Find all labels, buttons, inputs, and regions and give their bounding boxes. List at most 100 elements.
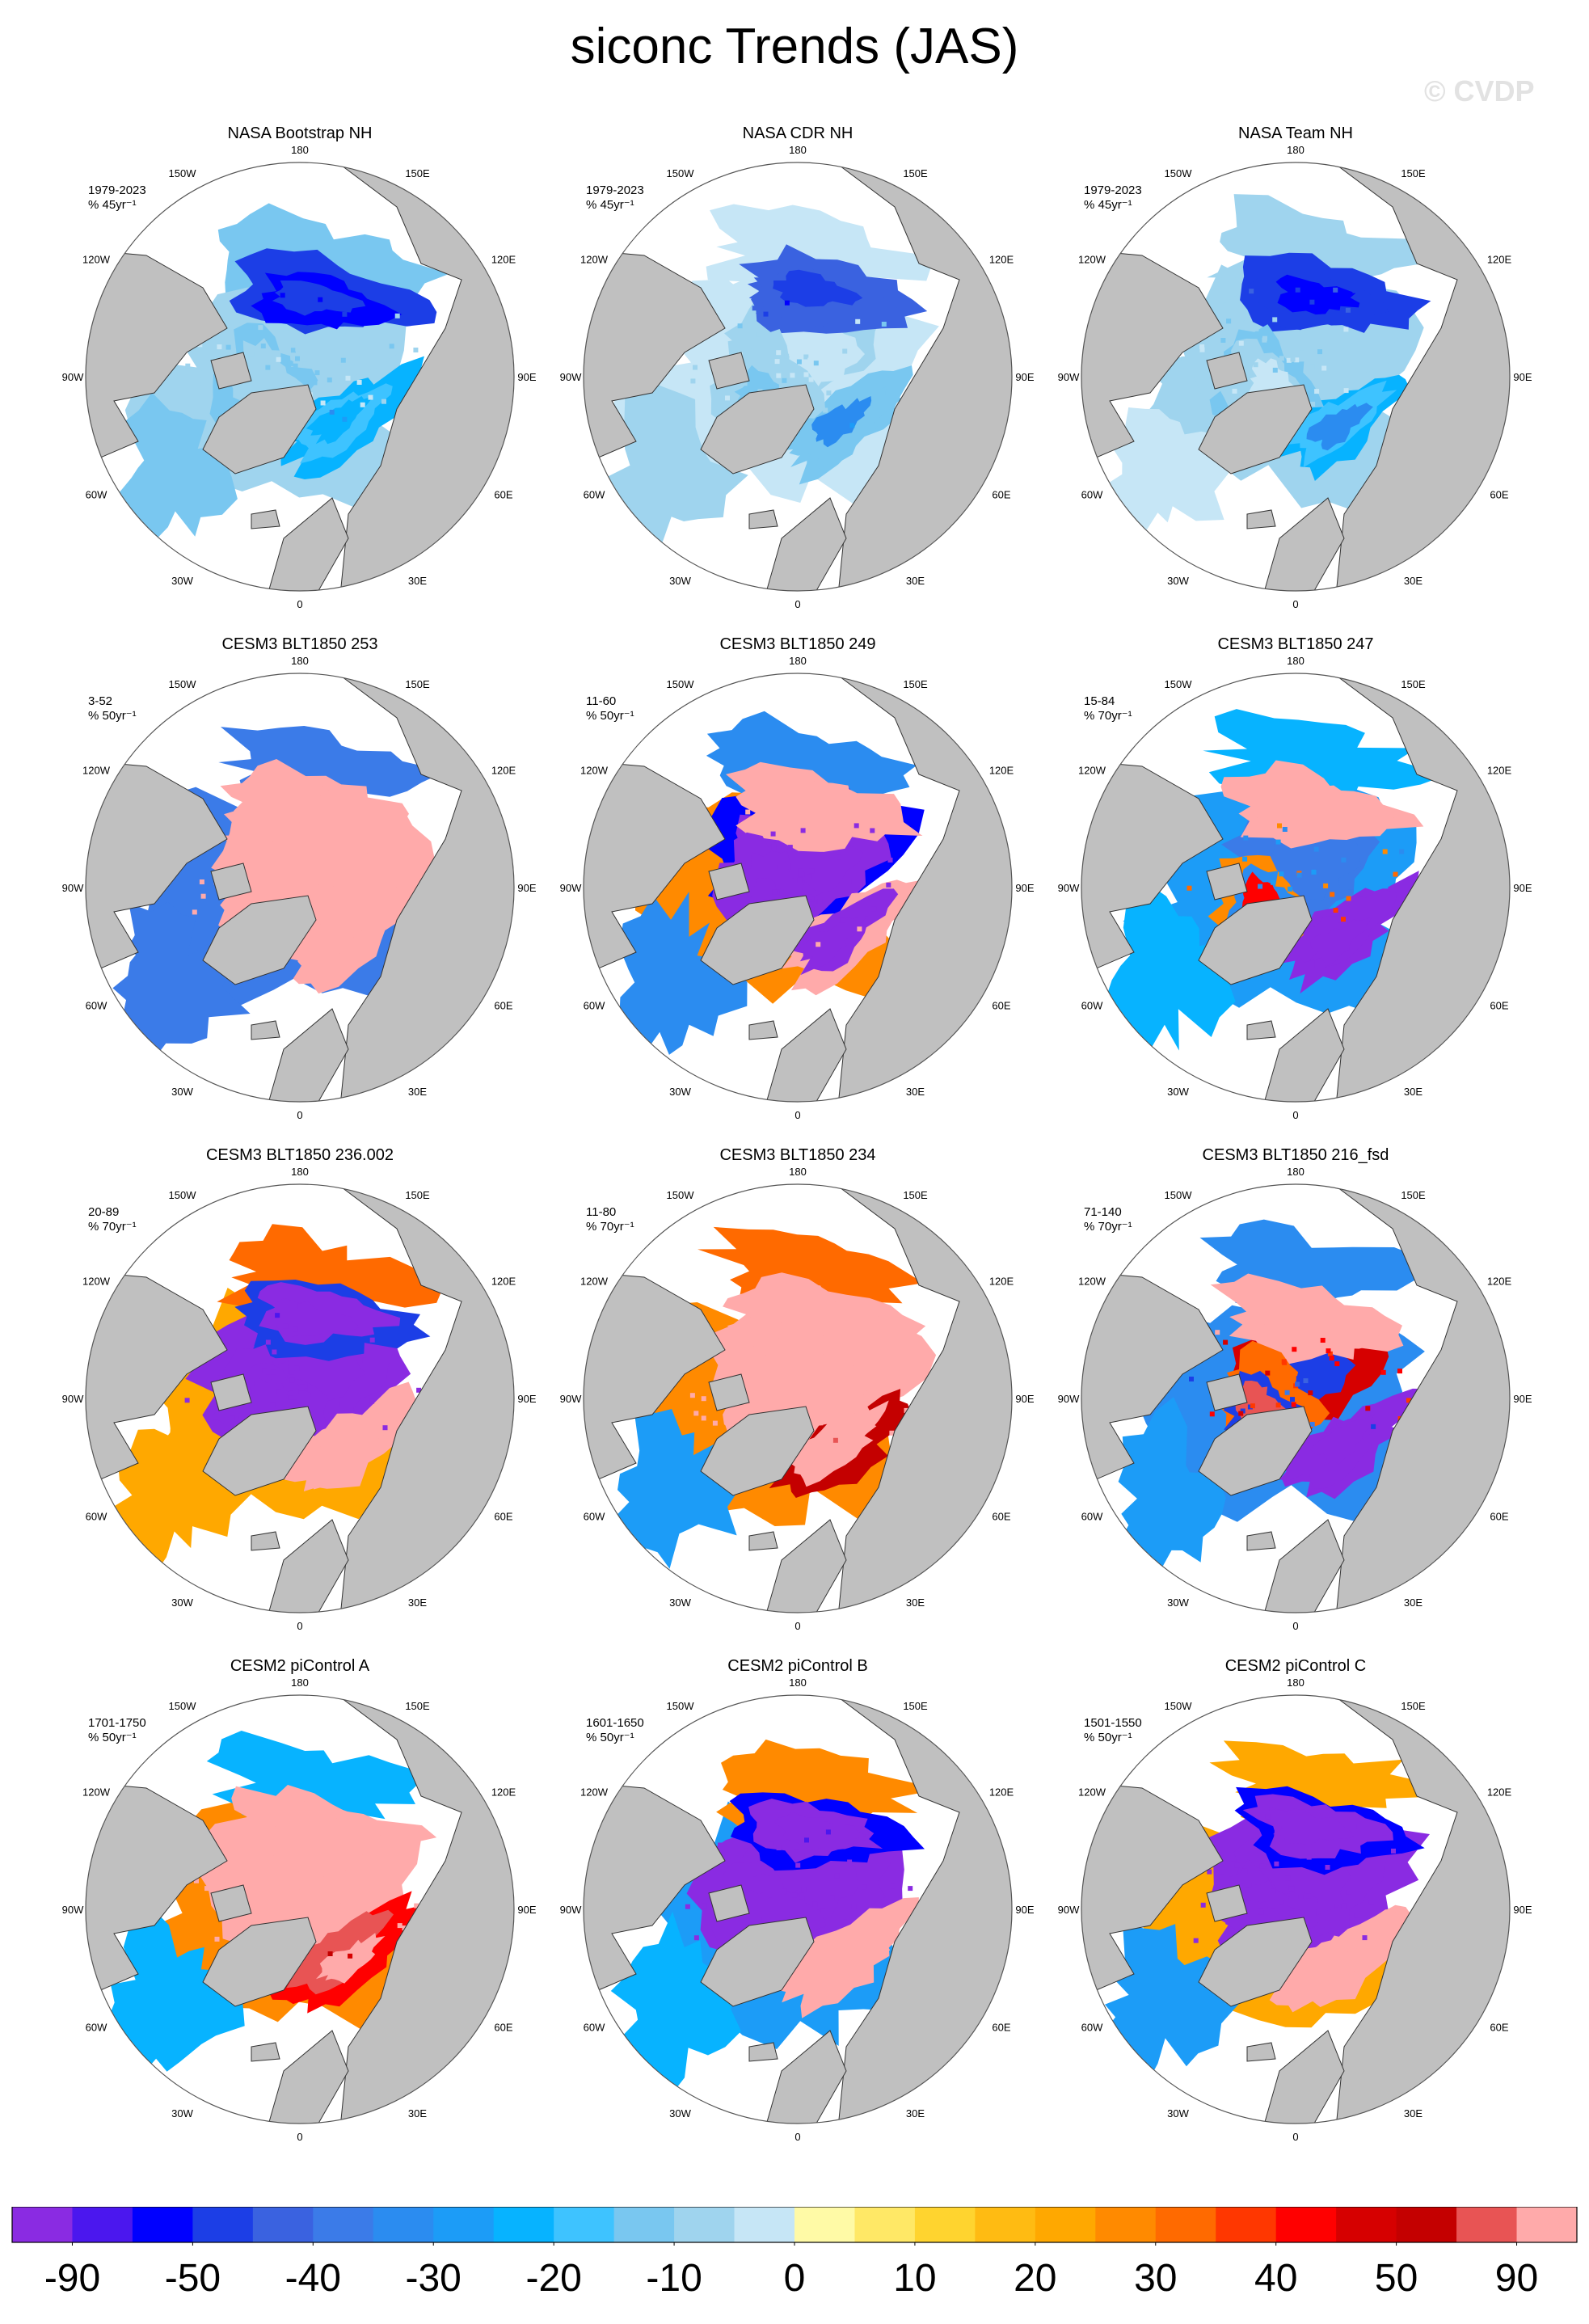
ice-trend-cell bbox=[887, 858, 893, 863]
land-polygon bbox=[1198, 1917, 1313, 2007]
longitude-label: 90E bbox=[1513, 371, 1532, 383]
longitude-label: 60W bbox=[1081, 1511, 1103, 1523]
ice-trend-cell bbox=[1283, 894, 1288, 900]
ice-trend-cell bbox=[1238, 340, 1244, 346]
ice-trend-cell bbox=[329, 409, 335, 415]
longitude-label: 60W bbox=[86, 1000, 107, 1012]
ice-trend-cell bbox=[1311, 1323, 1317, 1328]
longitude-label: 90E bbox=[1513, 1393, 1532, 1405]
ice-trend-cell bbox=[265, 1369, 271, 1375]
longitude-label: 120W bbox=[1078, 1276, 1106, 1288]
longitude-label: 120E bbox=[1487, 1276, 1512, 1288]
ice-trend-cell bbox=[797, 877, 803, 883]
colorbar-tick-label: -20 bbox=[526, 2257, 582, 2300]
ice-trend-cell bbox=[807, 874, 812, 879]
ice-trend-cell bbox=[1383, 884, 1389, 889]
ice-trend-cell bbox=[1237, 1824, 1243, 1830]
ice-trend-cell bbox=[1296, 872, 1302, 878]
ice-trend-cell bbox=[832, 1437, 838, 1443]
longitude-label: 120W bbox=[580, 765, 609, 777]
ice-trend-cell bbox=[782, 377, 787, 383]
ice-trend-cell bbox=[813, 1363, 819, 1369]
longitude-label: 150W bbox=[1165, 678, 1193, 690]
ice-trend-cell bbox=[1271, 1888, 1276, 1894]
ice-trend-cell bbox=[1290, 1397, 1295, 1402]
ice-trend-cell bbox=[1303, 822, 1309, 828]
ice-trend-cell bbox=[1242, 856, 1248, 862]
ice-trend-cell bbox=[294, 1365, 300, 1371]
ice-trend-cell bbox=[1346, 1889, 1351, 1895]
ice-trend-cell bbox=[773, 1335, 779, 1340]
ice-trend-cell bbox=[1346, 896, 1351, 901]
land-polygon bbox=[1262, 1519, 1345, 1613]
ice-trend-cell bbox=[1333, 908, 1338, 913]
ice-trend-cell bbox=[790, 304, 796, 310]
panel-units: % 70yr⁻¹ bbox=[1084, 709, 1132, 723]
ice-trend-cell bbox=[777, 1369, 782, 1374]
ice-trend-cell bbox=[836, 871, 841, 876]
longitude-label: 60E bbox=[494, 1000, 512, 1012]
longitude-label: 60E bbox=[494, 2022, 512, 2034]
longitude-label: 90W bbox=[1058, 371, 1080, 383]
colorbar-tick-label: -40 bbox=[285, 2257, 341, 2300]
ice-trend-cell bbox=[1382, 849, 1388, 854]
ice-trend-cell bbox=[1334, 1361, 1340, 1367]
colorbar-tick-label: -10 bbox=[646, 2257, 702, 2300]
ice-trend-cell bbox=[1258, 1908, 1263, 1913]
ice-trend-cell bbox=[225, 835, 230, 841]
ice-trend-cell bbox=[850, 1423, 856, 1428]
longitude-label: 90E bbox=[517, 1393, 536, 1405]
ice-trend-cell bbox=[765, 378, 771, 384]
ice-trend-cell bbox=[305, 863, 310, 868]
polar-map-panel: NASA Bootstrap NH 1979-2023% 45yr⁻¹ 180 150… bbox=[62, 124, 537, 610]
ice-trend-cell bbox=[336, 1432, 342, 1437]
ice-trend-cell bbox=[857, 926, 862, 932]
land-polygon bbox=[1246, 1531, 1276, 1551]
panel-units: % 45yr⁻¹ bbox=[88, 198, 137, 212]
longitude-label: 150W bbox=[169, 167, 197, 179]
colorbar-swatch bbox=[914, 2207, 976, 2242]
longitude-label: 30E bbox=[906, 575, 925, 587]
land-polygon bbox=[267, 497, 349, 591]
ice-trend-cell bbox=[1273, 1305, 1279, 1311]
polar-map-panel: CESM2 piControl A 1701-1750% 50yr⁻¹ 180 150… bbox=[62, 1657, 537, 2143]
ice-trend-cell bbox=[702, 1903, 707, 1909]
ice-trend-cell bbox=[251, 878, 257, 884]
longitude-label: 30E bbox=[408, 2107, 427, 2119]
ice-trend-cell bbox=[285, 875, 291, 880]
ice-trend-cell bbox=[313, 1921, 318, 1927]
longitude-label: 30E bbox=[1404, 1086, 1423, 1098]
ice-trend-cell bbox=[249, 1343, 255, 1348]
ice-trend-cell bbox=[342, 311, 348, 317]
ice-trend-region bbox=[1309, 917, 1373, 968]
land-polygon bbox=[765, 497, 847, 591]
ice-trend-cell bbox=[1242, 1868, 1248, 1874]
ice-trend-cell bbox=[1272, 367, 1278, 373]
ice-trend-cell bbox=[1223, 1339, 1229, 1345]
longitude-label: 90W bbox=[560, 371, 582, 383]
ice-trend-cell bbox=[762, 894, 768, 900]
ice-trend-cell bbox=[800, 1390, 806, 1396]
ice-trend-cell bbox=[1368, 1900, 1374, 1905]
ice-trend-cell bbox=[402, 1925, 407, 1931]
longitude-label: 150E bbox=[1401, 167, 1426, 179]
land-polygon bbox=[267, 1519, 349, 1613]
ice-trend-cell bbox=[783, 1383, 789, 1389]
ice-trend-cell bbox=[723, 407, 728, 411]
ice-trend-cell bbox=[1234, 1862, 1240, 1868]
ice-trend-cell bbox=[1391, 1848, 1396, 1854]
land-polygon bbox=[765, 1519, 847, 1613]
ice-trend-cell bbox=[1316, 1818, 1321, 1824]
ice-trend-region bbox=[274, 1909, 394, 1995]
ice-trend-cell bbox=[1354, 1913, 1359, 1918]
ice-trend-cell bbox=[1281, 1359, 1287, 1364]
panel-units: % 50yr⁻¹ bbox=[88, 1731, 137, 1744]
ice-trend-cell bbox=[375, 1830, 381, 1836]
longitude-label: 60E bbox=[494, 1511, 512, 1523]
longitude-label: 120W bbox=[580, 1276, 609, 1288]
ice-trend-cell bbox=[803, 354, 809, 360]
panel-title: CESM2 piControl B bbox=[727, 1657, 867, 1675]
ice-trend-cell bbox=[1313, 846, 1319, 852]
ice-trend-cell bbox=[820, 350, 826, 356]
longitude-label: 180 bbox=[789, 655, 807, 667]
